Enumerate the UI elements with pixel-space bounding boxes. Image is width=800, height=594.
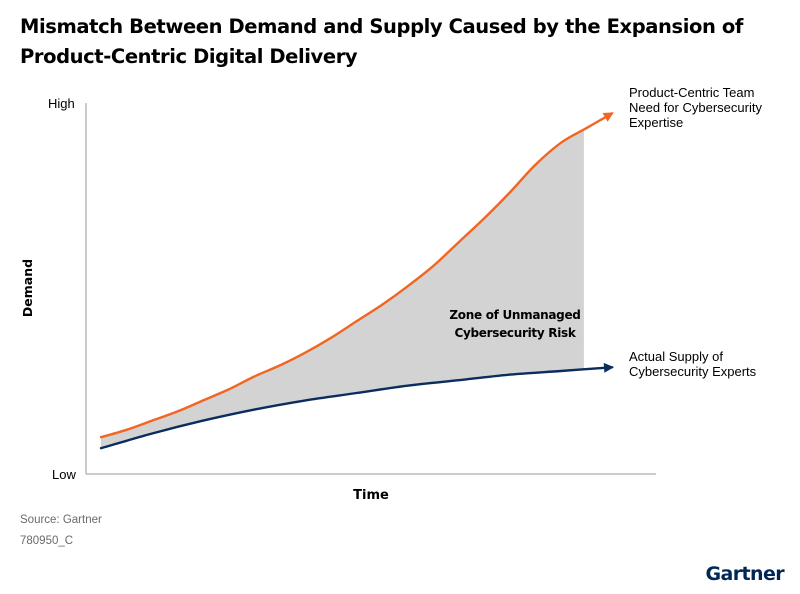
- source-note: Source: Gartner: [20, 514, 102, 526]
- supply-line: [99, 366, 614, 450]
- risk-zone-label: Zone of Unmanaged Cybersecurity Risk: [449, 308, 580, 340]
- series-label-supply: Actual Supply of Cybersecurity Experts: [629, 349, 757, 379]
- x-axis-title: Time: [353, 488, 389, 503]
- figure-id: 780950_C: [20, 535, 74, 547]
- series-label-demand-need: Product-Centric Team Need for Cybersecuri…: [629, 85, 762, 130]
- chart-title: Mismatch Between Demand and Supply Cause…: [20, 15, 743, 68]
- y-tick-label: High: [48, 96, 75, 111]
- brand-logo: Gartner: [705, 563, 785, 585]
- demand-need-arrowhead: [602, 112, 614, 122]
- demand-need-line: [99, 112, 614, 439]
- risk-zone-area: [101, 129, 584, 449]
- supply-arrowhead: [603, 362, 614, 373]
- y-axis-title: Demand: [20, 259, 35, 317]
- y-tick-label: Low: [52, 467, 76, 482]
